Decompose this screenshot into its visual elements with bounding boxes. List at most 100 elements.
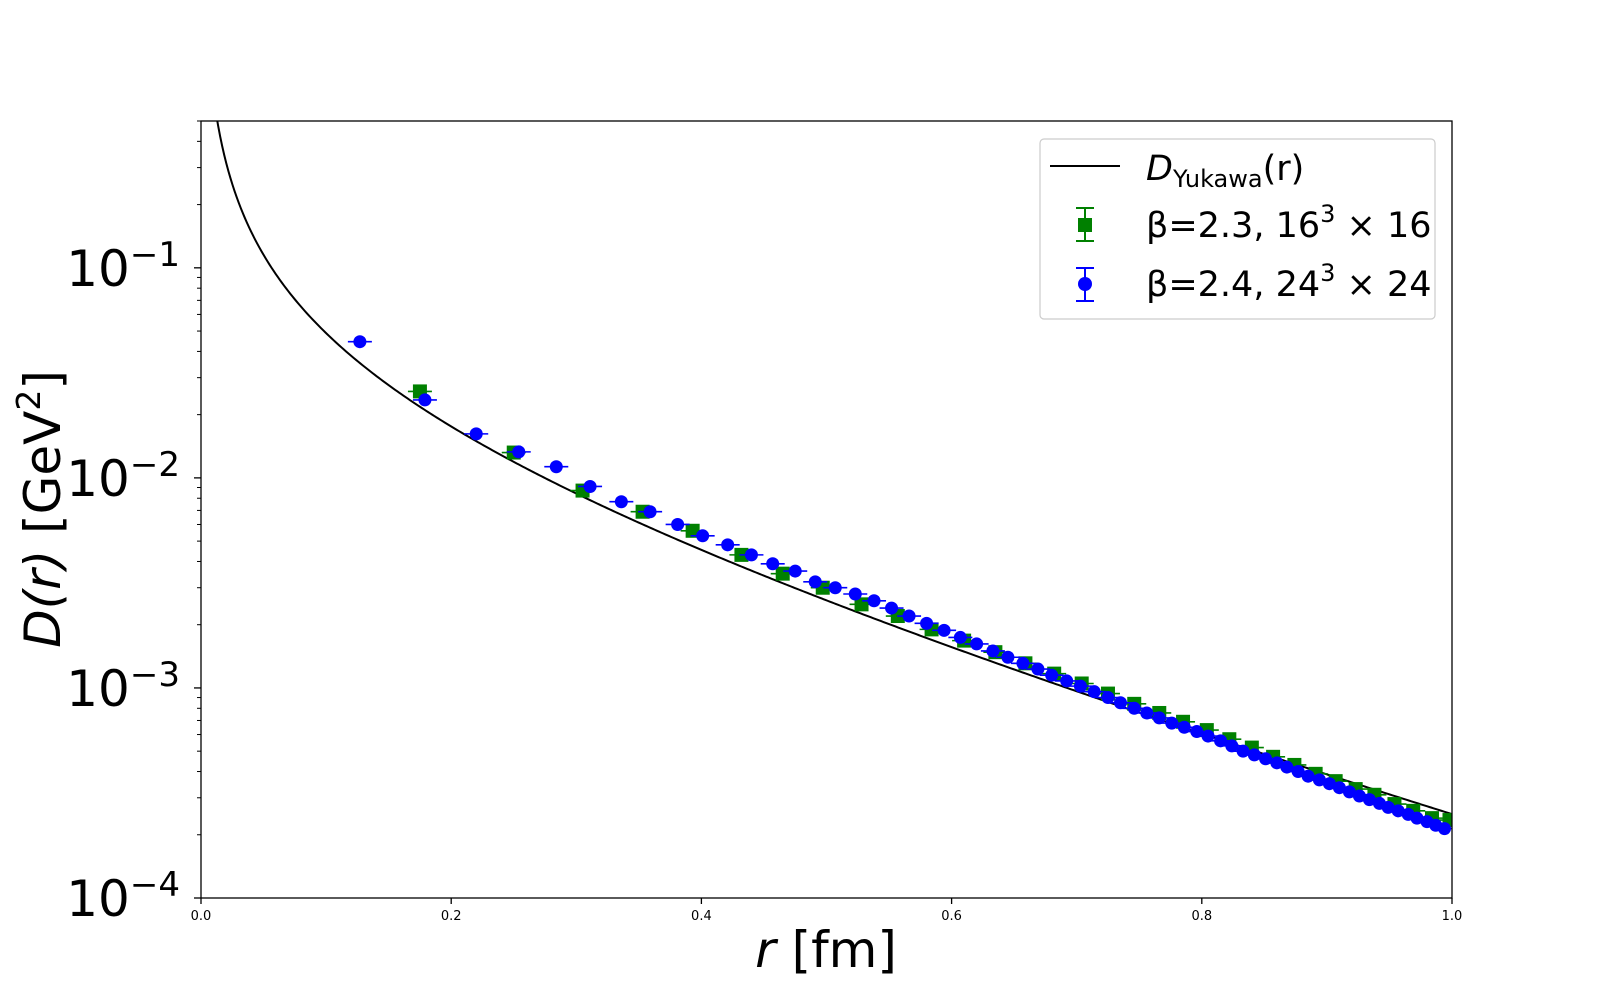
- data-point-circle: [885, 601, 899, 615]
- legend-beta23-marker: [1076, 207, 1094, 242]
- y-tick-base: 10: [66, 240, 130, 298]
- data-point-circle: [721, 538, 735, 552]
- data-point-circle: [867, 594, 881, 608]
- data-point-circle: [848, 587, 862, 601]
- data-point-circle: [1101, 691, 1115, 705]
- legend-beta24-label: β=2.4, 243 × 24: [1146, 259, 1432, 305]
- plot-frame: [200, 120, 1453, 899]
- data-point-circle: [1301, 769, 1315, 783]
- data-point-circle: [1236, 744, 1250, 758]
- legend-yukawa-subscript: Yukawa: [1172, 165, 1263, 193]
- data-point-circle: [1016, 656, 1030, 670]
- legend-beta24-marker: [1076, 267, 1094, 302]
- data-point-circle: [1113, 696, 1127, 710]
- x-tick-label: 0.8: [1191, 909, 1212, 924]
- data-point-circle: [1225, 739, 1239, 753]
- data-point-circle: [1437, 822, 1451, 836]
- x-tick-label: 0.2: [441, 909, 462, 924]
- y-tick-exponent: −4: [130, 865, 180, 905]
- data-point-square: [1442, 813, 1452, 828]
- data-point-circle: [828, 581, 842, 595]
- data-point-circle: [1214, 734, 1228, 748]
- legend-beta24-tail: × 24: [1335, 265, 1431, 305]
- data-point-circle: [953, 630, 967, 644]
- y-axis: 10−110−210−310−4: [66, 120, 201, 928]
- data-point-circle: [512, 445, 526, 459]
- data-point-circle: [643, 505, 657, 519]
- x-tick-label: 1.0: [1442, 909, 1463, 924]
- legend-beta23-label: β=2.3, 163 × 16: [1146, 200, 1432, 246]
- legend-beta23-text: β=2.3, 16: [1146, 206, 1320, 246]
- legend-yukawa-symbol: D: [1146, 149, 1173, 189]
- legend-yukawa-label: DYukawa(r): [1146, 149, 1304, 193]
- data-point-circle: [788, 564, 802, 578]
- data-point-circle: [970, 637, 984, 651]
- data-point-circle: [1060, 674, 1074, 688]
- y-tick-base: 10: [66, 870, 130, 928]
- data-point-circle: [1270, 756, 1284, 770]
- x-tick-label: 0.4: [691, 909, 712, 924]
- y-axis-label-unit-exponent: 2: [9, 390, 48, 411]
- data-point-circle: [671, 517, 685, 531]
- data-point-circle: [808, 575, 822, 589]
- data-point-circle: [1177, 720, 1191, 734]
- y-tick-exponent: −1: [130, 235, 180, 275]
- data-point-circle: [353, 335, 367, 349]
- data-point-circle: [469, 427, 483, 441]
- legend-beta24-text: β=2.4, 24: [1146, 265, 1320, 305]
- data-point-square: [685, 523, 700, 538]
- legend-box: [1039, 138, 1436, 320]
- data-point-circle: [986, 644, 1000, 658]
- y-tick-label: 10−2: [66, 445, 180, 508]
- x-axis-label-variable: r: [755, 921, 779, 979]
- series-beta24: [347, 335, 1452, 836]
- data-point-circle: [744, 548, 758, 562]
- data-point-circle: [418, 393, 432, 407]
- data-point-circle: [1165, 716, 1179, 730]
- data-point-circle: [1087, 685, 1101, 699]
- legend-yukawa-argument: (r): [1263, 149, 1305, 189]
- x-tick-label: 0.6: [941, 909, 962, 924]
- legend-beta24-circle: [1078, 277, 1092, 291]
- y-tick-label: 10−4: [66, 865, 180, 928]
- x-axis-label-unit: [fm]: [776, 921, 897, 979]
- y-tick-base: 10: [66, 660, 130, 718]
- data-point-circle: [1291, 765, 1305, 779]
- y-tick-base: 10: [66, 450, 130, 508]
- data-point-circle: [1259, 752, 1273, 766]
- data-point-circle: [1152, 711, 1166, 725]
- points-layer: [347, 335, 1452, 836]
- legend: DYukawa(r) β=2.3, 163 × 16 β=2.4, 243 × …: [1039, 138, 1436, 320]
- data-point-circle: [1201, 729, 1215, 743]
- data-point-circle: [696, 529, 710, 543]
- data-point-circle: [766, 557, 780, 571]
- data-point-circle: [1190, 725, 1204, 739]
- data-point-circle: [1073, 679, 1087, 693]
- y-tick-exponent: −3: [130, 655, 180, 695]
- y-tick-label: 10−1: [66, 235, 180, 298]
- y-axis-label-unit: [GeV: [14, 411, 72, 550]
- data-point-circle: [937, 623, 951, 637]
- legend-beta23-tail: × 16: [1335, 206, 1431, 246]
- data-point-circle: [920, 616, 934, 630]
- y-axis-label: D(r) [GeV2]: [9, 370, 72, 648]
- data-point-circle: [614, 495, 628, 509]
- data-point-circle: [583, 479, 597, 493]
- y-tick-exponent: −2: [130, 445, 180, 485]
- y-tick-label: 10−3: [66, 655, 180, 718]
- x-axis: 0.0 0.2 0.4 0.6 0.8 1.0: [191, 898, 1463, 924]
- legend-beta24-exponent: 3: [1320, 259, 1335, 287]
- data-point-circle: [1001, 650, 1015, 664]
- data-point-circle: [1127, 701, 1141, 715]
- x-tick-label: 0.0: [191, 909, 212, 924]
- legend-beta23-square: [1078, 218, 1092, 232]
- x-axis-label: r [fm]: [755, 921, 897, 979]
- data-point-circle: [1332, 781, 1346, 795]
- data-point-circle: [1342, 785, 1356, 799]
- y-axis-label-unit-close: ]: [14, 370, 72, 390]
- data-point-circle: [1280, 760, 1294, 774]
- y-axis-label-variable: D(r): [14, 550, 72, 648]
- legend-beta23-exponent: 3: [1320, 200, 1335, 228]
- data-point-circle: [902, 609, 916, 623]
